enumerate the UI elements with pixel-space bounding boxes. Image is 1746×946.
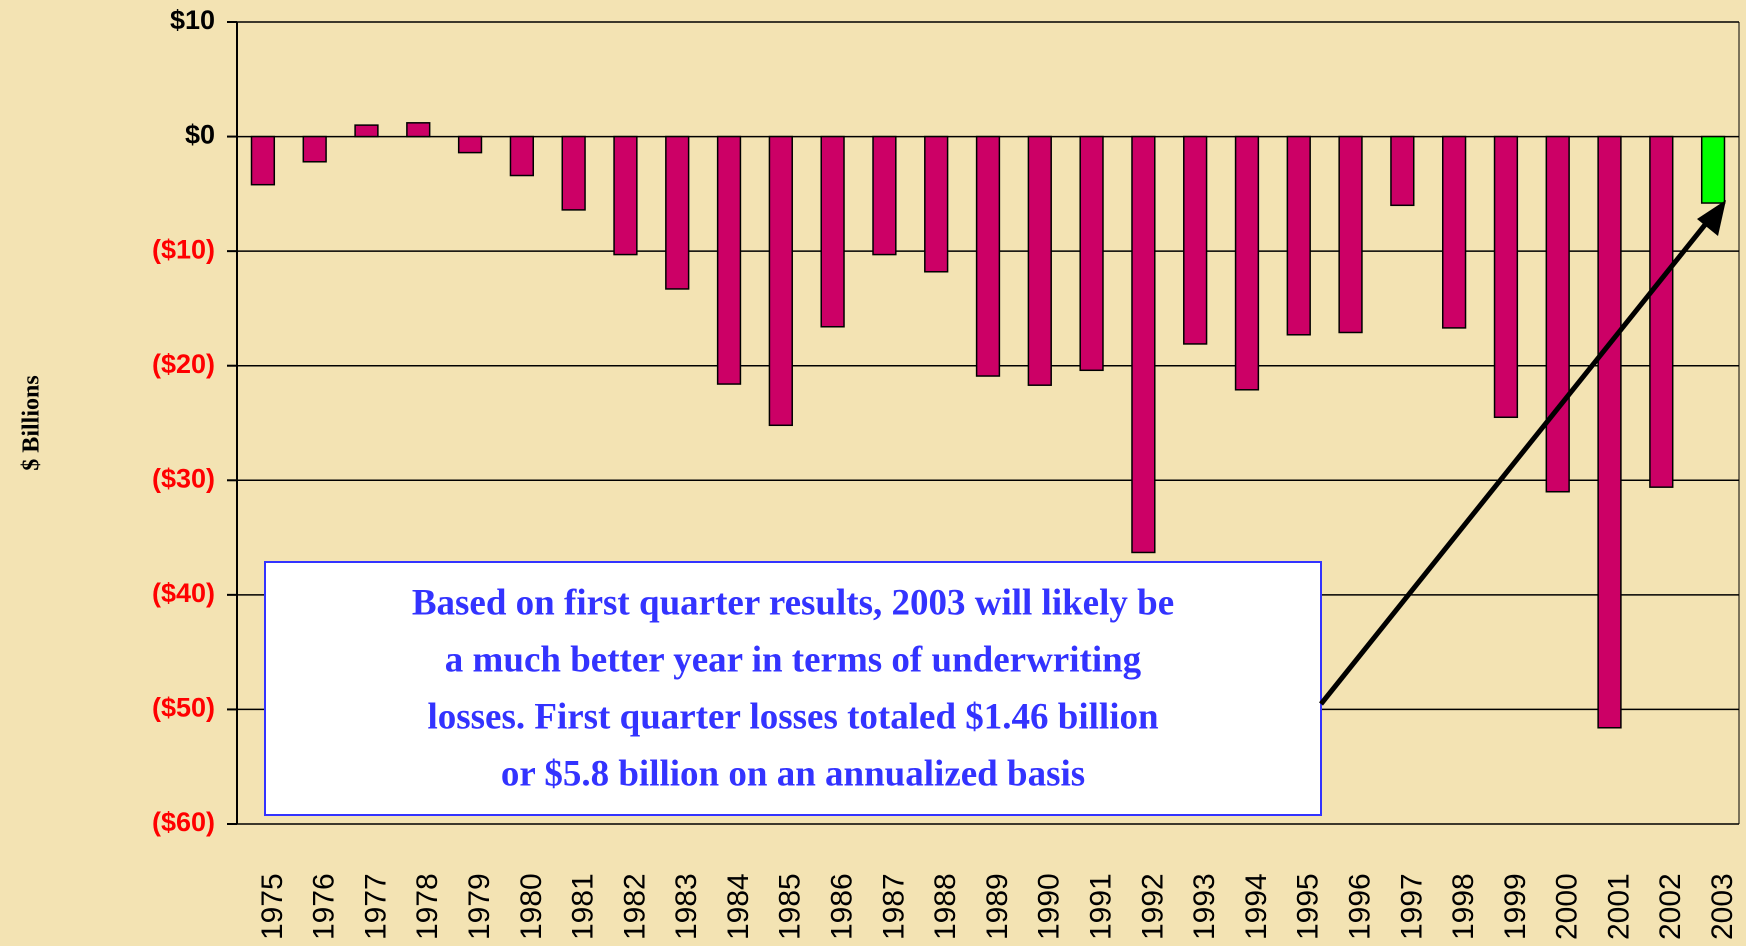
x-tick-label: 1978 — [411, 873, 444, 940]
bar — [354, 124, 379, 138]
x-tick-label: 1975 — [256, 873, 289, 940]
x-tick-label: 1988 — [929, 873, 962, 940]
annotation-box — [264, 561, 1322, 816]
x-tick-label: 1993 — [1188, 873, 1221, 940]
annotation-text: or $5.8 billion on an annualized basis — [501, 753, 1085, 794]
bar — [1390, 135, 1415, 207]
bar — [561, 135, 586, 211]
x-tick-label: 1980 — [515, 873, 548, 940]
bar — [302, 135, 327, 163]
x-tick-label: 1984 — [722, 873, 755, 940]
bar — [1338, 135, 1363, 334]
x-tick-label: 1987 — [877, 873, 910, 940]
annotation-text: a much better year in terms of underwrit… — [445, 639, 1142, 680]
bar — [872, 135, 897, 256]
bar — [1597, 135, 1622, 729]
y-tick-label: $0 — [185, 120, 215, 150]
bar — [613, 135, 638, 256]
bar — [975, 135, 1001, 377]
x-tick-label: 1997 — [1395, 873, 1428, 940]
bar — [1545, 135, 1570, 493]
y-tick-label: ($10) — [152, 234, 215, 264]
x-tick-label: 1990 — [1033, 873, 1066, 940]
x-tick-label: 1995 — [1292, 873, 1325, 940]
x-tick-label: 1999 — [1499, 873, 1532, 940]
x-tick-label: 1989 — [981, 873, 1014, 940]
x-tick-label: 1996 — [1343, 873, 1376, 940]
x-tick-label: 1991 — [1085, 873, 1118, 940]
arrow-line — [1319, 214, 1714, 706]
x-tick-label: 1985 — [774, 873, 807, 940]
y-tick-label: ($20) — [152, 349, 215, 379]
x-tick-label: 1992 — [1136, 873, 1169, 940]
bar — [1649, 135, 1674, 488]
bar — [457, 135, 483, 154]
bar — [1286, 135, 1311, 336]
bar — [716, 135, 742, 385]
x-tick-label: 1998 — [1447, 873, 1480, 940]
x-tick-label: 1994 — [1240, 873, 1273, 940]
x-tick-label: 1976 — [308, 873, 341, 940]
bar — [1441, 135, 1467, 329]
bar — [1027, 135, 1052, 386]
bar — [1493, 135, 1519, 419]
bar — [1131, 135, 1156, 554]
x-tick-label: 2002 — [1654, 873, 1687, 940]
bar — [820, 135, 845, 328]
annotation-text: losses. First quarter losses totaled $1.… — [427, 696, 1159, 737]
x-tick-label: 1983 — [670, 873, 703, 940]
bar — [406, 122, 431, 138]
y-tick-label: ($50) — [152, 693, 215, 723]
bar — [1183, 135, 1208, 345]
x-tick-label: 1982 — [618, 873, 651, 940]
x-tick-label: 2003 — [1706, 873, 1739, 940]
bar — [250, 135, 276, 186]
bar — [509, 135, 535, 177]
bar — [665, 135, 690, 290]
bar — [1700, 135, 1726, 204]
x-tick-label: 2001 — [1602, 873, 1635, 940]
x-tick-label: 1977 — [359, 873, 392, 940]
y-axis-label: $ Billions — [19, 375, 45, 470]
arrow-head — [1697, 200, 1726, 236]
bar — [1079, 135, 1104, 372]
x-tick-label: 1979 — [463, 873, 496, 940]
bar — [1234, 135, 1260, 391]
y-tick-label: ($40) — [152, 578, 215, 608]
x-tick-label: 1986 — [826, 873, 859, 940]
y-tick-label: ($30) — [152, 463, 215, 493]
bar — [924, 135, 949, 273]
annotation-text: Based on first quarter results, 2003 wil… — [412, 582, 1174, 623]
x-tick-label: 2000 — [1551, 873, 1584, 940]
y-tick-label: $10 — [170, 5, 215, 35]
y-tick-label: ($60) — [152, 807, 215, 837]
x-tick-label: 1981 — [567, 873, 600, 940]
bar — [768, 135, 793, 427]
